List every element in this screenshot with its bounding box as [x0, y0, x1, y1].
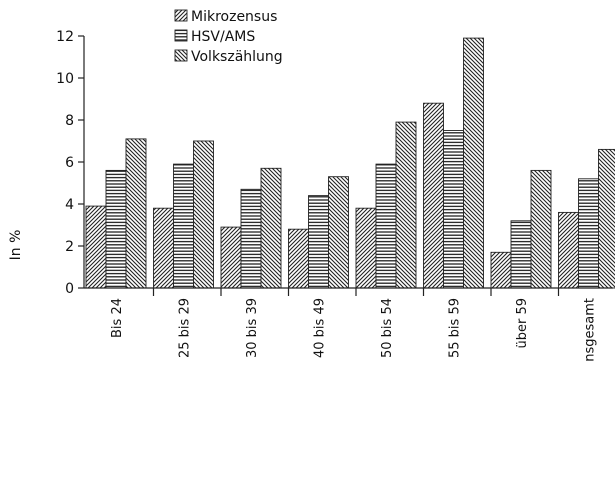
x-tick-label: 25 bis 29 — [178, 298, 193, 358]
legend-swatch — [174, 9, 188, 22]
bar-mikrozensus — [153, 207, 174, 289]
bar-mikrozensus — [85, 205, 107, 289]
bar-mikrozensus — [423, 102, 444, 289]
bar-volksz-hlung — [260, 167, 282, 289]
bar-volksz-hlung — [598, 148, 615, 289]
x-tick-label: 55 bis 59 — [448, 298, 463, 358]
axes: 0 2 4 6 8 10 12 Bis 24 25 bis 29 30 bis 39 40 bis … — [56, 29, 613, 362]
bar-hsv-ams — [375, 163, 397, 289]
x-tick-label: über 59 — [515, 298, 530, 349]
bar-hsv-ams — [443, 130, 464, 289]
legend-swatch — [174, 49, 188, 62]
y-tick-label: 12 — [56, 29, 74, 45]
x-tick-label: 40 bis 49 — [313, 298, 328, 358]
y-tick-label: 10 — [56, 71, 74, 87]
bar-volksz-hlung — [530, 169, 552, 289]
bar-mikrozensus — [490, 251, 512, 289]
legend-swatch — [174, 29, 188, 42]
x-tick-label: Bis 24 — [110, 298, 125, 338]
y-tick-label: 2 — [65, 239, 74, 255]
x-tick-label: 30 bis 39 — [245, 298, 260, 358]
bar-volksz-hlung — [125, 138, 147, 289]
x-tick-label: 50 bis 54 — [380, 298, 395, 358]
bar-mikrozensus — [558, 211, 579, 289]
bar-mikrozensus — [355, 207, 377, 289]
bar-hsv-ams — [308, 195, 329, 289]
bar-mikrozensus — [220, 226, 242, 289]
legend-label: Volkszählung — [191, 49, 283, 65]
y-tick-label: 0 — [65, 281, 74, 297]
y-tick-label: 6 — [65, 155, 74, 171]
bar-hsv-ams — [105, 169, 127, 289]
bar-volksz-hlung — [193, 140, 214, 289]
bar-hsv-ams — [578, 178, 599, 289]
bar-volksz-hlung — [395, 121, 417, 289]
y-tick-label: 8 — [65, 113, 74, 129]
bar-hsv-ams — [510, 220, 532, 289]
bar-mikrozensus — [288, 228, 309, 289]
bar-volksz-hlung — [328, 176, 349, 289]
y-axis-title: In % — [8, 230, 24, 261]
y-tick-label: 4 — [65, 197, 74, 213]
legend-label: Mikrozensus — [191, 9, 277, 25]
bar-hsv-ams — [240, 188, 262, 289]
bar-volksz-hlung — [463, 37, 484, 289]
x-tick-label: nsgesamt — [583, 298, 598, 362]
legend-label: HSV/AMS — [191, 29, 255, 45]
legend: Mikrozensus HSV/AMS Volkszählung — [174, 9, 283, 65]
bars — [85, 37, 615, 289]
bar-hsv-ams — [173, 163, 194, 289]
